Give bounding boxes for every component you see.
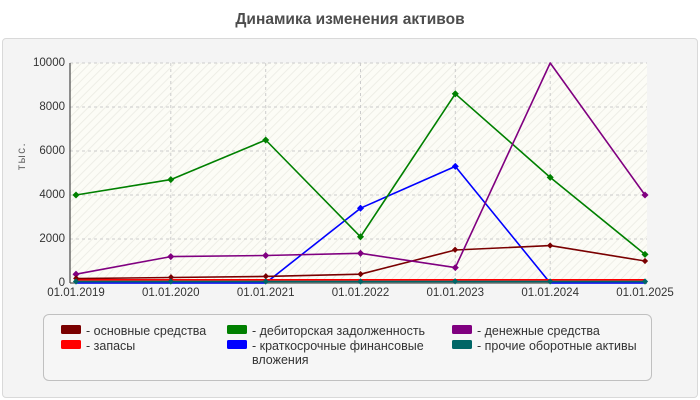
svg-text:4000: 4000 — [39, 189, 65, 201]
svg-text:01.01.2020: 01.01.2020 — [142, 287, 200, 299]
svg-text:8000: 8000 — [39, 101, 65, 113]
svg-text:01.01.2019: 01.01.2019 — [47, 287, 105, 299]
svg-text:01.01.2023: 01.01.2023 — [427, 287, 485, 299]
svg-text:6000: 6000 — [39, 145, 65, 157]
svg-text:01.01.2022: 01.01.2022 — [332, 287, 390, 299]
svg-text:10000: 10000 — [33, 57, 65, 69]
svg-text:01.01.2025: 01.01.2025 — [616, 287, 674, 299]
svg-text:01.01.2024: 01.01.2024 — [521, 287, 579, 299]
svg-text:01.01.2021: 01.01.2021 — [237, 287, 295, 299]
svg-text:2000: 2000 — [39, 233, 65, 245]
